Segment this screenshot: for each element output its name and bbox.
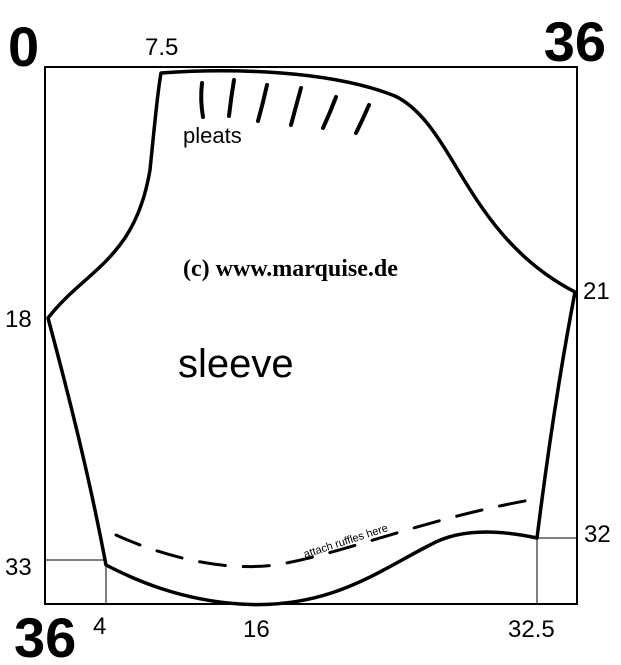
mark-bottom-mid: 16 — [243, 616, 270, 643]
mark-right-lower: 32 — [584, 521, 611, 548]
corner-label-bottom-left-superscript: 4 — [93, 613, 106, 640]
corner-label-top-left: 0 — [8, 15, 39, 78]
ruffle-dashed-line — [114, 498, 532, 569]
pattern-frame — [44, 66, 578, 605]
sleeve-label: sleeve — [178, 342, 294, 386]
reference-lines — [45, 537, 577, 604]
mark-right-upper: 21 — [583, 278, 610, 305]
ruffles-label: attach ruffles here — [302, 522, 389, 561]
mark-left-mid: 18 — [5, 306, 32, 333]
mark-top: 7.5 — [145, 34, 178, 61]
pleat-marks — [199, 78, 371, 135]
mark-bottom-right: 32.5 — [508, 616, 555, 643]
corner-label-bottom-left: 36 — [14, 606, 76, 665]
sleeve-outline — [46, 69, 577, 607]
copyright-label: (c) www.marquise.de — [183, 256, 398, 282]
pleats-label: pleats — [183, 123, 242, 148]
mark-left-lower: 33 — [5, 554, 32, 581]
corner-label-top-right: 36 — [544, 10, 606, 73]
